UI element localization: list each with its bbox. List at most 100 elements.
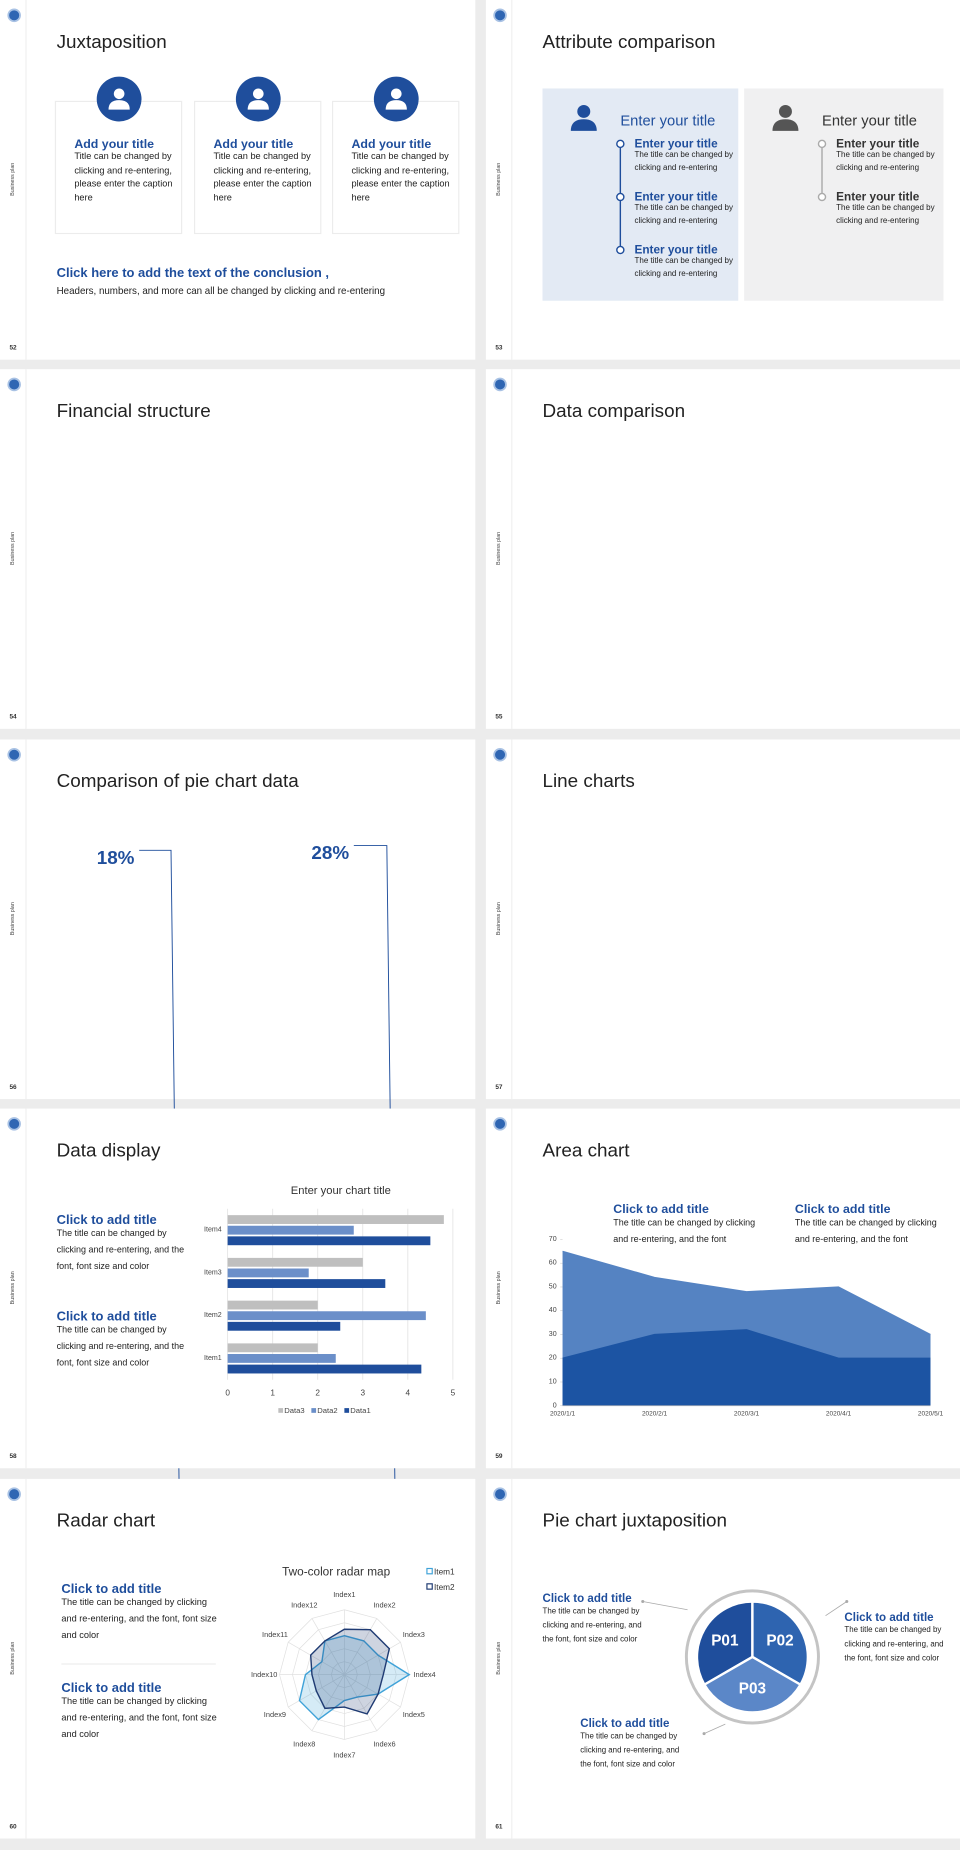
y-tick-label: 20 <box>549 1355 557 1362</box>
value-label: 18% <box>97 847 135 868</box>
bar <box>227 1321 341 1331</box>
radar-spoke <box>288 1641 345 1675</box>
block-text-box: The title can be changed by clicking and… <box>844 1626 944 1663</box>
radar-spoke <box>344 1618 378 1675</box>
panel-heading: Enter your title <box>620 113 715 129</box>
bar <box>227 1354 336 1363</box>
logo <box>493 1117 507 1131</box>
slide-title: Juxtaposition <box>57 31 167 52</box>
card <box>194 100 322 235</box>
block-title: Click to add title <box>61 1680 161 1695</box>
leader-line <box>703 1723 726 1734</box>
block-text: The title can be changed by clicking and… <box>836 150 935 172</box>
bar <box>227 1225 354 1235</box>
radar-spoke <box>344 1641 401 1675</box>
block-title: Click to add title <box>795 1202 891 1216</box>
chart-title: Enter your chart title <box>291 1185 391 1197</box>
leader-dot <box>845 1599 849 1604</box>
slide-number: 55 <box>495 714 503 721</box>
card <box>54 100 183 235</box>
axis-label: Index12 <box>291 1601 317 1610</box>
slide <box>0 1108 476 1469</box>
logo <box>7 1487 21 1501</box>
slide-title: Data display <box>57 1139 161 1160</box>
conclusion: Click here to add the text of the conclu… <box>57 265 329 280</box>
block-text: Title can be changed by clicking and re-… <box>351 150 450 203</box>
logo <box>7 8 21 23</box>
bar <box>227 1311 426 1321</box>
legend-swatch <box>426 1583 433 1590</box>
block-title: Click to add title <box>57 1212 157 1227</box>
bar <box>227 1215 444 1224</box>
block-title: Enter your title <box>634 190 718 203</box>
radar-spoke <box>344 1674 378 1731</box>
icon-body <box>108 100 130 110</box>
logo <box>493 377 507 392</box>
y-tick-label: 30 <box>549 1331 557 1338</box>
slide-title: Comparison of pie chart data <box>57 770 300 791</box>
timeline-dot <box>817 192 827 202</box>
block-text: The title can be changed by clicking and… <box>836 204 935 225</box>
icon-body <box>247 100 269 110</box>
bar <box>227 1343 318 1353</box>
side-label: Business plan <box>496 1271 502 1304</box>
slide-number: 59 <box>495 1453 503 1460</box>
bar <box>227 1279 386 1288</box>
axis-label: Index2 <box>373 1601 395 1610</box>
block-title: Enter your title <box>634 137 718 150</box>
side-label: Business plan <box>496 163 502 196</box>
block-text-box: The title can be changed by clicking and… <box>61 1696 216 1740</box>
block-text-box: The title can be changed by clicking and… <box>580 1732 679 1769</box>
x-tick-label: 2020/1/1 <box>550 1411 576 1418</box>
y-tick-label: 50 <box>549 1283 557 1290</box>
legend-label: Data3 <box>284 1406 304 1415</box>
block-title: Click to add title <box>613 1202 709 1216</box>
slide-number: 52 <box>9 344 17 351</box>
y-tick-label: Item2 <box>204 1312 222 1319</box>
slide <box>485 739 960 1100</box>
bar <box>227 1364 422 1374</box>
bar <box>227 1300 318 1310</box>
side-label: Business plan <box>10 902 16 935</box>
block-title: Enter your title <box>634 244 718 257</box>
y-tick-label: 70 <box>549 1236 557 1243</box>
block-title: Add your title <box>74 137 154 151</box>
pie-slice <box>702 1655 803 1714</box>
leader-dot <box>702 1732 706 1736</box>
panel-heading: Enter your title <box>822 113 917 129</box>
block-text-box: The title can be changed by clicking and… <box>57 1228 184 1272</box>
y-tick-label: 60 <box>549 1260 557 1267</box>
slide-number: 58 <box>9 1453 17 1460</box>
side-label: Business plan <box>10 1271 16 1304</box>
legend-label: Data1 <box>350 1406 370 1415</box>
x-tick-label: 2020/2/1 <box>642 1411 668 1418</box>
block-text-box: The title can be changed by clicking and… <box>61 1597 216 1641</box>
outer-ring <box>684 1589 820 1725</box>
legend-swatch <box>278 1408 284 1413</box>
axis-label: Index3 <box>403 1630 425 1639</box>
block-text: The title can be changed by clicking and… <box>844 1626 944 1663</box>
block-text: The title can be changed by clicking and… <box>794 1217 937 1245</box>
icon-body <box>772 119 799 131</box>
radar-spoke <box>311 1674 345 1731</box>
logo <box>7 747 21 762</box>
axis-label: Index10 <box>251 1670 277 1679</box>
bar <box>227 1257 363 1267</box>
block-title: Click to add title <box>61 1581 161 1596</box>
slide-number: 56 <box>9 1084 17 1091</box>
block-text-box: The title can be changed by clicking and… <box>794 1217 937 1245</box>
block-text-box: The title can be changed by clicking and… <box>634 151 732 172</box>
radar-spoke <box>311 1618 345 1675</box>
chart-title: Two-color radar map <box>282 1566 390 1579</box>
legend-swatch <box>311 1408 317 1413</box>
x-tick-label: 1 <box>270 1388 275 1397</box>
slide <box>485 369 960 729</box>
block-text-box: The title can be changed by clicking and… <box>634 257 733 278</box>
logo <box>493 8 507 23</box>
block-text-box: Title can be changed by clicking and re-… <box>213 151 311 202</box>
icon-head <box>252 88 264 100</box>
block-text-box: The title can be changed by clicking and… <box>57 1324 184 1368</box>
block-text: The title can be changed by clicking and… <box>634 257 733 278</box>
slide-title: Line charts <box>543 770 635 791</box>
